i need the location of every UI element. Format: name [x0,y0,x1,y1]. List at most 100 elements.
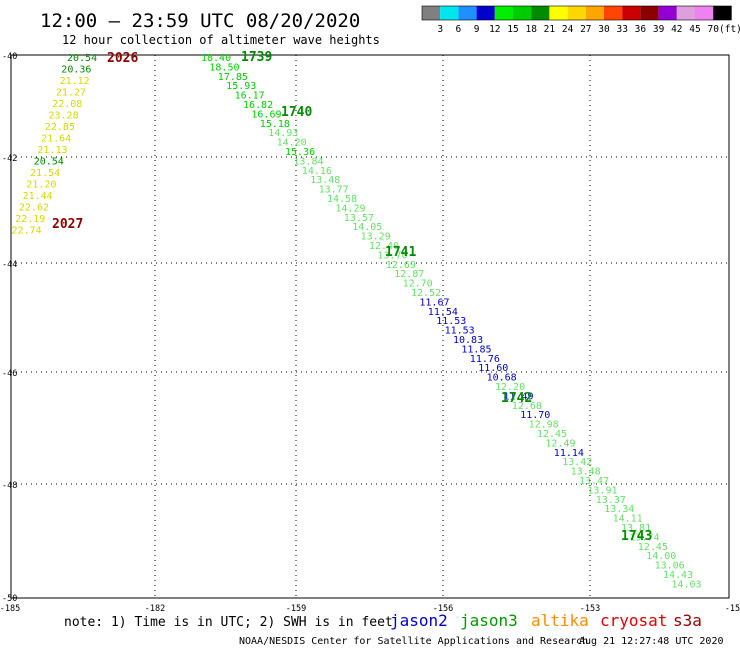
wave-height-value: 20.54 [34,157,64,168]
latitude-label: -40 [2,52,17,62]
satellite-name: s3a [673,611,702,630]
latitude-label: -42 [2,154,17,164]
legend-swatch [695,6,714,20]
pass-time-label: 1742 [501,391,532,406]
wave-height-value: 13.47 [579,476,609,487]
satellite-name: cryosat [600,611,667,630]
wave-height-value: 13.81 [621,523,651,534]
legend-tick-label: 6 [456,24,462,35]
legend-swatch [604,6,623,20]
wave-height-value: 22.85 [45,122,75,133]
altimeter-tracks: 20.54 20.3621.1221.2722.0823.2822.8521.64… [12,53,702,590]
satellite-key: jason2 jason3 altika cryosat s3a [390,611,702,630]
longitude-label: -156 [433,604,453,614]
wave-height-value: 10.68 [487,373,517,384]
wave-height-value: 14.93 [268,128,298,139]
wave-height-value: 14.05 [352,222,382,233]
wave-height-value: 13.91 [587,485,617,496]
wave-height-value: 12.70 [403,279,433,290]
wave-height-value: 13.77 [319,185,349,196]
wave-height-value: 21.20 [26,180,56,191]
wave-height-value: 14.20 [277,138,307,149]
wave-height-value: 21.44 [23,191,53,202]
map-subtitle: 12 hour collection of altimeter wave hei… [62,33,380,47]
wave-height-value: 11.53 [436,316,466,327]
wave-height-value: 11.60 [478,363,508,374]
wave-height-value: 21.27 [56,88,86,99]
wave-height-value: 21.64 [41,134,71,145]
legend-swatch [513,6,532,20]
legend-swatch [585,6,604,20]
wave-height-value: 11.53 [445,326,475,337]
wave-height-value: 16.17 [235,91,265,102]
wave-height-value: 12.87 [394,269,424,280]
wave-height-value: 12.45 [537,429,567,440]
wave-height-value: 13.74 [629,532,659,543]
wave-height-value: 11.67 [419,297,449,308]
legend-swatch [622,6,641,20]
wave-height-value: 14.11 [613,514,643,525]
pass-time-label: 1743 [621,529,652,544]
wave-height-value: 17.85 [218,72,248,83]
legend-tick-label: 12 [489,24,500,35]
legend-swatch [567,6,586,20]
legend-tick-label: 70 [707,24,719,35]
wave-height-value: 12.68 [512,401,542,412]
longitude-label: -153 [580,604,600,614]
legend-tick-label: 15 [507,24,518,35]
color-legend: 3 6 9 12 15 18 21 24 27 30 33 36 39 42 45 70 (ft) [421,5,740,35]
wave-height-value: 12.52 [411,288,441,299]
pass-time-label: 2026 [107,51,138,66]
legend-tick-label: 42 [671,24,682,35]
legend-swatch [440,6,459,20]
wave-height-value: 14.00 [646,551,676,562]
wave-height-value: 21.12 [60,76,90,87]
wave-height-value: 21.13 [37,145,67,156]
legend-tick-label: 45 [689,24,700,35]
map-frame [10,54,730,599]
wave-height-value: 15.93 [226,81,256,92]
wave-height-value: 22.08 [52,99,82,110]
footer-timestamp: Aug 21 12:27:48 UTC 2020 [579,636,724,647]
longitude-label: -150 [725,604,740,614]
legend-tick-label: 24 [562,24,574,35]
legend-tick-label: 36 [635,24,647,35]
latitude-label: -50 [2,594,17,604]
wave-height-value: 23.28 [49,111,79,122]
wave-height-value: 13.37 [596,495,626,506]
wave-height-value: 13.29 [361,232,391,243]
legend-swatch [531,6,550,20]
legend-tick-label: 39 [653,24,665,35]
wave-height-value: 13.06 [655,561,685,572]
wave-height-value: 11.14 [554,448,584,459]
wave-height-value: 16.69 [251,109,281,120]
wave-height-value: 13.84 [293,156,323,167]
legend-swatch [476,6,495,20]
legend-tick-label: 30 [598,24,610,35]
legend-tick-label: 9 [474,24,480,35]
wave-height-value: 20.36 [61,65,91,76]
latitude-label: -44 [2,260,17,270]
longitude-label: -185 [0,604,20,614]
wave-height-value: 13.70 [377,250,407,261]
wave-height-value: 15.36 [285,147,315,158]
latitude-label: -46 [2,369,17,379]
wave-height-value: 16.82 [243,100,273,111]
wave-height-value: 10.83 [453,335,483,346]
legend-tick-label: 27 [580,24,591,35]
wave-height-value: 15.18 [260,119,290,130]
legend-swatch [676,6,695,20]
wave-height-value: 11.49 [503,391,533,402]
wave-height-value: 12.40 [369,241,399,252]
wave-height-value: 13.48 [310,175,340,186]
legend-swatch [422,6,441,20]
wave-height-value: 11.76 [470,354,500,365]
legend-tick-label: 3 [437,24,443,35]
wave-height-value: 22.74 [12,226,42,237]
wave-height-value: 11.70 [520,410,550,421]
wave-height-value: 18.50 [209,62,239,73]
wave-height-value: 14.16 [302,166,332,177]
legend-swatch [494,6,513,20]
footer-note: note: 1) Time is in UTC; 2) SWH is in fe… [64,615,393,630]
legend-swatch [713,6,732,20]
